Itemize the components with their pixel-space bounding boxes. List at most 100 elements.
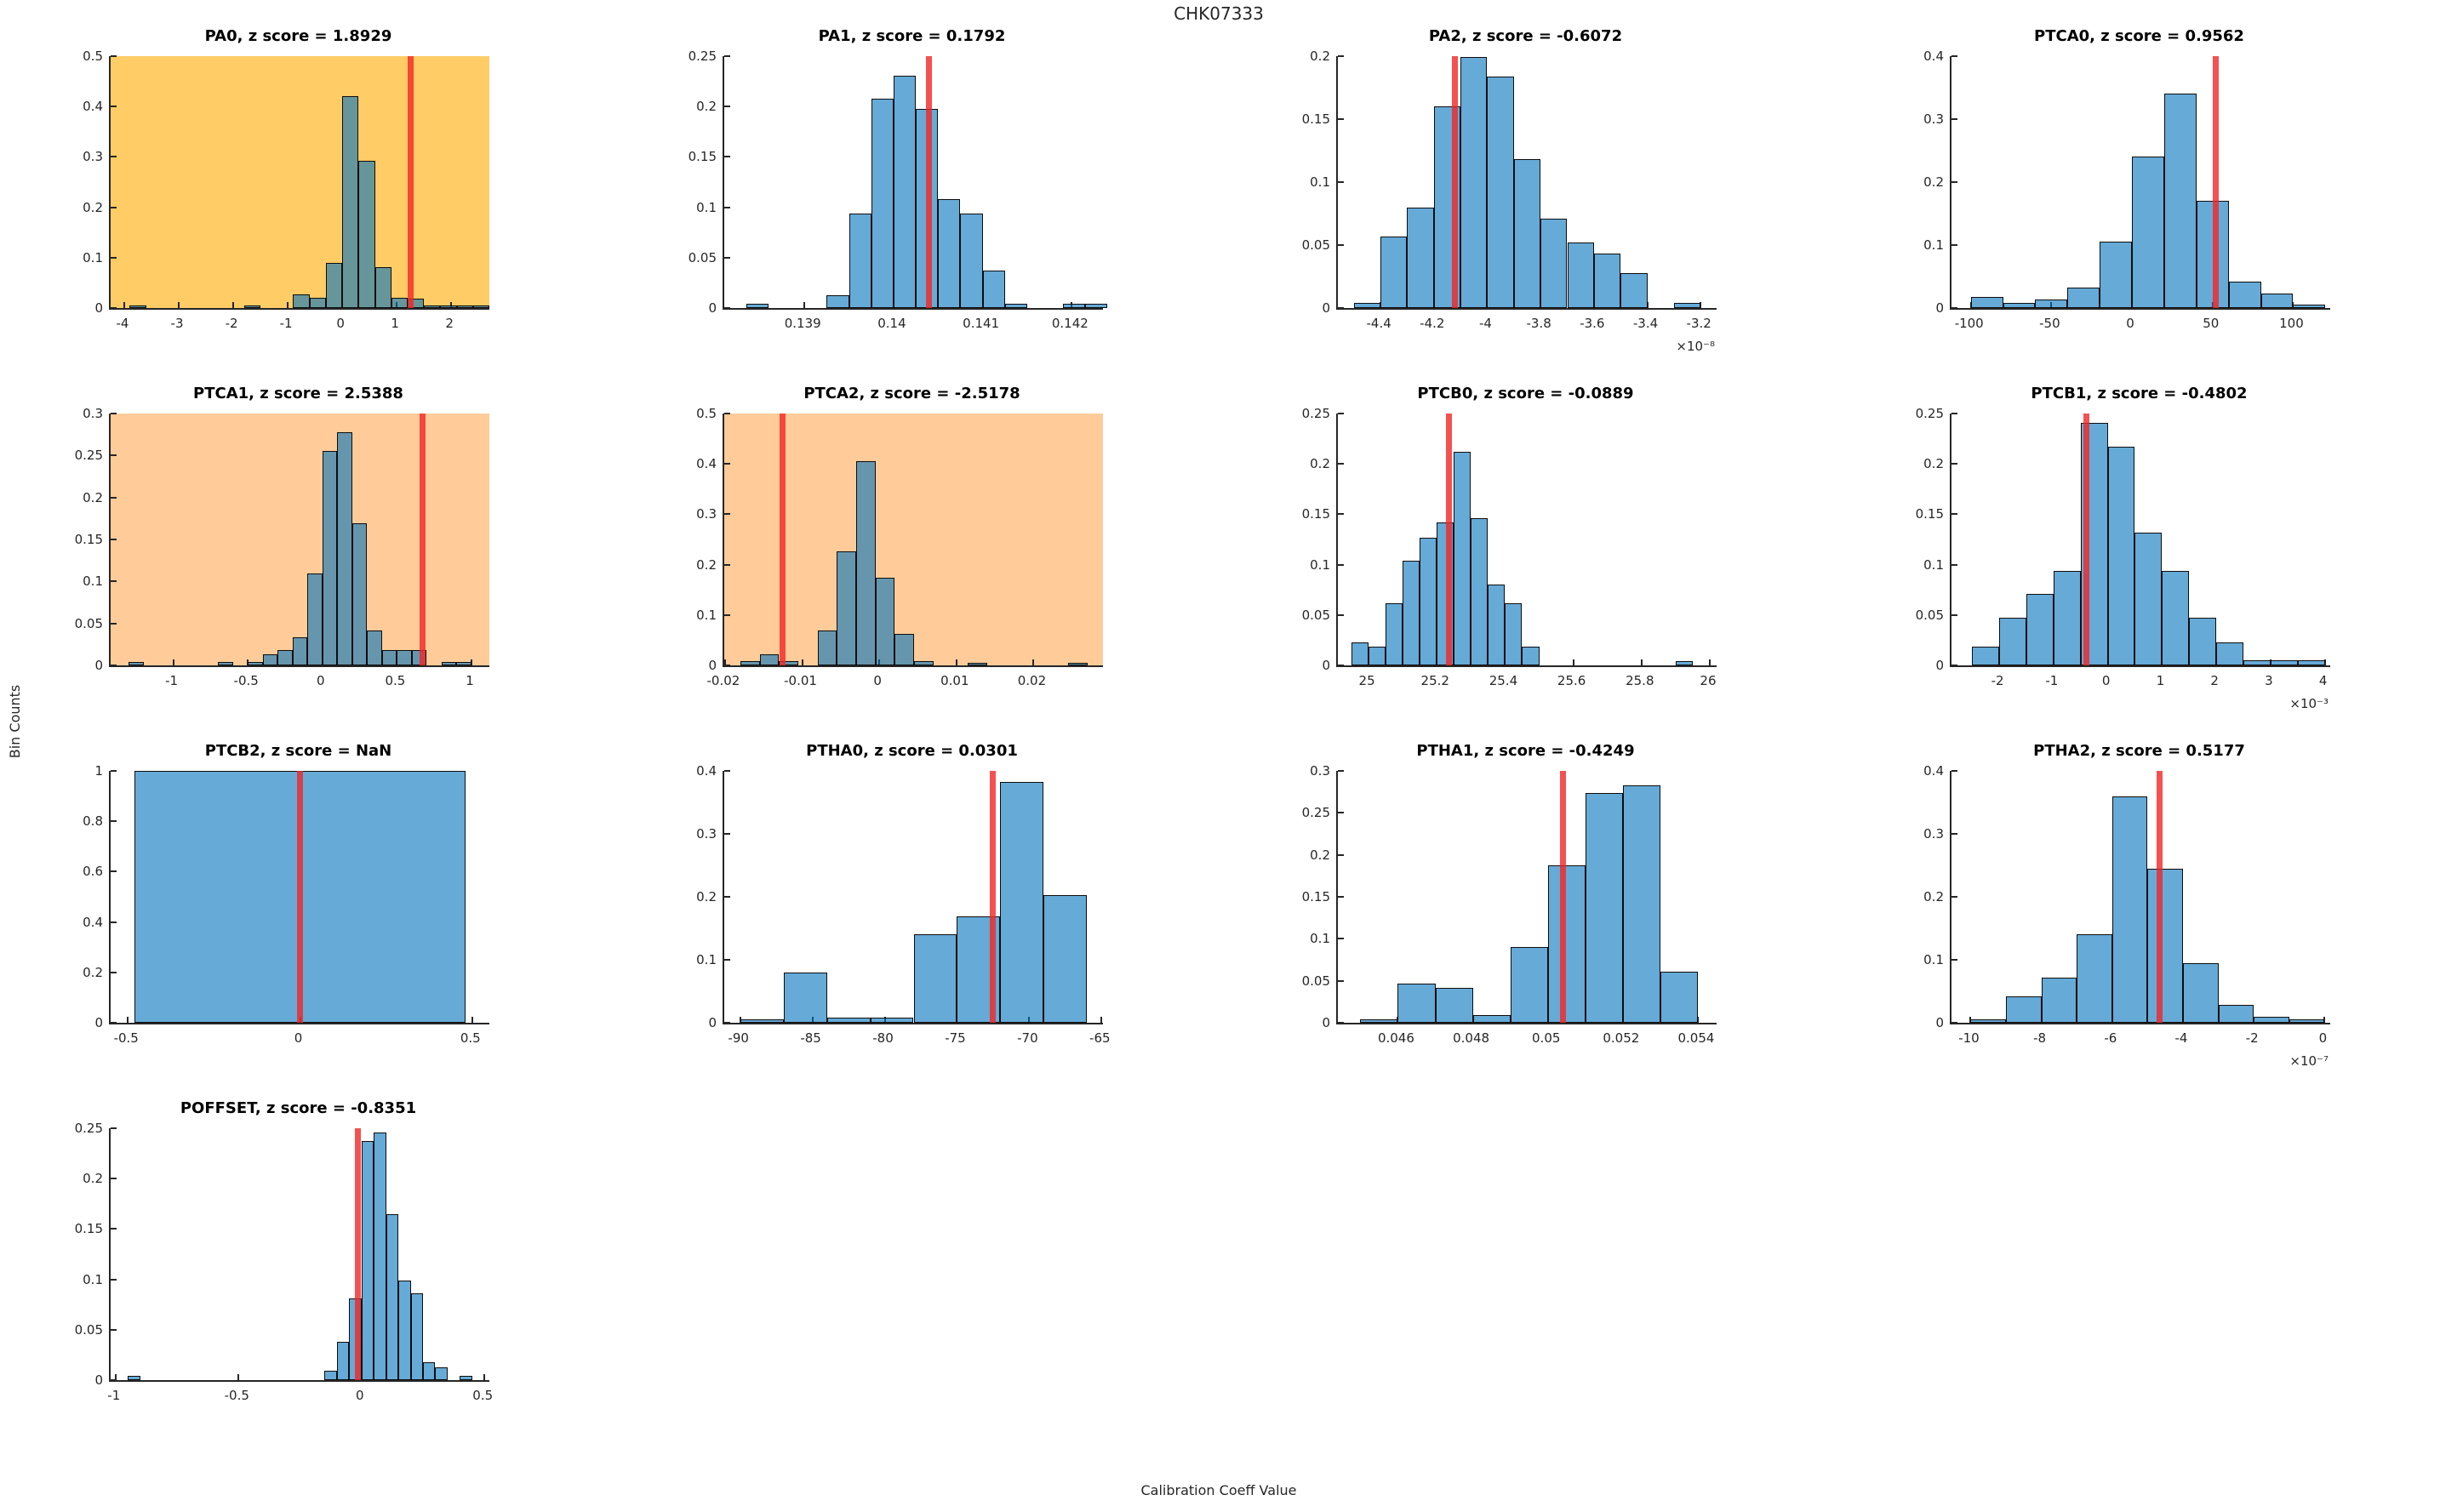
y-tick-label: 0.15 xyxy=(74,532,103,547)
y-tick-mark xyxy=(724,55,730,57)
x-tick-mark xyxy=(127,1017,129,1023)
y-tick-label: 0 xyxy=(708,300,717,316)
y-tick-label: 0.1 xyxy=(1310,174,1330,190)
y-tick-label: 0.3 xyxy=(696,506,717,522)
histogram-bar xyxy=(1471,518,1489,665)
y-tick-label: 0.5 xyxy=(696,406,717,421)
x-tick-label: -4 xyxy=(2174,1030,2188,1046)
x-tick-label: 25.2 xyxy=(1420,673,1449,688)
y-tick-label: 0.3 xyxy=(1923,111,1944,127)
x-tick-label: 0.02 xyxy=(1017,673,1047,688)
histogram-bar xyxy=(1435,987,1473,1023)
y-tick-mark xyxy=(1951,55,1957,57)
x-tick-label: 0 xyxy=(336,316,345,331)
x-tick-mark xyxy=(471,1017,473,1023)
histogram-bar xyxy=(2270,660,2298,665)
histogram-bar xyxy=(2100,242,2133,308)
x-tick-label: -6 xyxy=(2104,1030,2117,1046)
y-tick-label: 0.05 xyxy=(74,615,103,631)
y-tick-label: 0.2 xyxy=(1310,847,1330,863)
y-tick-mark xyxy=(724,413,730,414)
y-tick-mark xyxy=(111,820,117,823)
x-tick-label: -1 xyxy=(279,316,293,331)
histogram-bar xyxy=(746,304,769,308)
x-tick-label: -4 xyxy=(116,316,129,331)
histogram-bar xyxy=(307,573,323,665)
y-tick-label: 0.15 xyxy=(74,1221,103,1237)
histogram-bar xyxy=(218,662,233,665)
reference-line xyxy=(926,56,933,308)
y-tick-mark xyxy=(1338,55,1344,57)
x-tick-label: 1 xyxy=(2156,673,2165,688)
y-tick-label: 0.25 xyxy=(74,1121,103,1136)
y-tick-label: 0.1 xyxy=(83,1271,103,1287)
histogram-bar xyxy=(2067,287,2100,308)
histogram-bar xyxy=(1004,304,1027,308)
y-tick-mark xyxy=(724,613,730,616)
y-tick-mark xyxy=(1951,613,1957,616)
x-tick-label: -0.01 xyxy=(784,673,817,688)
histogram-bar xyxy=(1540,218,1568,308)
histogram-bar xyxy=(2228,281,2261,308)
histogram-bar xyxy=(456,662,471,665)
histogram-bar xyxy=(2132,157,2164,308)
y-tick-mark xyxy=(111,921,117,923)
y-tick-mark xyxy=(724,156,730,158)
x-tick-mark xyxy=(172,659,174,665)
histogram-bar xyxy=(358,161,375,308)
axes xyxy=(723,770,1103,1024)
histogram-bar xyxy=(2041,978,2077,1023)
reference-line xyxy=(780,414,786,665)
reference-line xyxy=(2083,414,2089,665)
histogram-bar xyxy=(1085,304,1108,308)
histogram-bar xyxy=(397,650,412,665)
reference-line xyxy=(990,771,997,1023)
y-tick-label: 0 xyxy=(1322,300,1330,316)
histogram-bar xyxy=(1420,537,1437,665)
x-tick-mark xyxy=(287,302,289,308)
y-tick-label: 0.15 xyxy=(688,149,717,165)
axes xyxy=(109,1127,489,1382)
subplot-title: PTHA1, z score = -0.4249 xyxy=(1416,742,1635,760)
x-tick-label: 0.14 xyxy=(877,316,906,331)
y-tick-label: 0 xyxy=(94,1372,103,1388)
y-tick-mark xyxy=(724,563,730,566)
y-tick-mark xyxy=(111,106,117,108)
y-tick-label: 0.1 xyxy=(1923,556,1944,573)
reference-line xyxy=(297,771,303,1023)
axes xyxy=(1336,413,1717,667)
y-tick-mark xyxy=(1338,770,1344,772)
histogram-bar xyxy=(367,630,382,665)
y-tick-label: 0.2 xyxy=(83,1171,103,1187)
y-tick-mark xyxy=(111,413,117,414)
y-tick-mark xyxy=(111,1228,117,1230)
x-tick-mark xyxy=(1032,659,1035,665)
y-tick-mark xyxy=(111,1379,117,1381)
histogram-bar xyxy=(2243,660,2271,665)
y-tick-mark xyxy=(1338,896,1344,898)
y-tick-mark xyxy=(111,496,117,499)
histogram-bar xyxy=(1403,560,1420,665)
histogram-bar xyxy=(894,633,914,665)
x-tick-label: -3.4 xyxy=(1632,316,1659,331)
y-tick-mark xyxy=(111,454,117,457)
y-tick-label: 0.05 xyxy=(74,1321,103,1338)
x-tick-label: 0.01 xyxy=(940,673,969,688)
y-tick-label: 0.1 xyxy=(83,249,103,265)
y-tick-label: 0 xyxy=(708,1015,717,1030)
x-tick-mark xyxy=(1646,302,1649,308)
reference-line xyxy=(407,56,414,308)
axes xyxy=(109,55,489,310)
x-tick-label: -0.5 xyxy=(224,1388,249,1403)
y-tick-mark xyxy=(1951,118,1957,120)
histogram-bar xyxy=(398,1280,411,1380)
y-tick-label: 0 xyxy=(1322,1015,1330,1030)
x-tick-label: -3.8 xyxy=(1526,316,1551,331)
y-tick-label: 0.25 xyxy=(688,48,717,64)
histogram-bar xyxy=(2077,933,2112,1023)
y-tick-label: 0.3 xyxy=(696,826,717,842)
subplot-PTCB1: PTCB1, z score = -0.4802 0 0.05 0.1 0.15 0.2 0… xyxy=(1886,383,2341,725)
histogram-bar xyxy=(1585,792,1623,1023)
y-tick-label: 0.2 xyxy=(696,99,717,115)
y-tick-label: 1 xyxy=(94,763,103,779)
